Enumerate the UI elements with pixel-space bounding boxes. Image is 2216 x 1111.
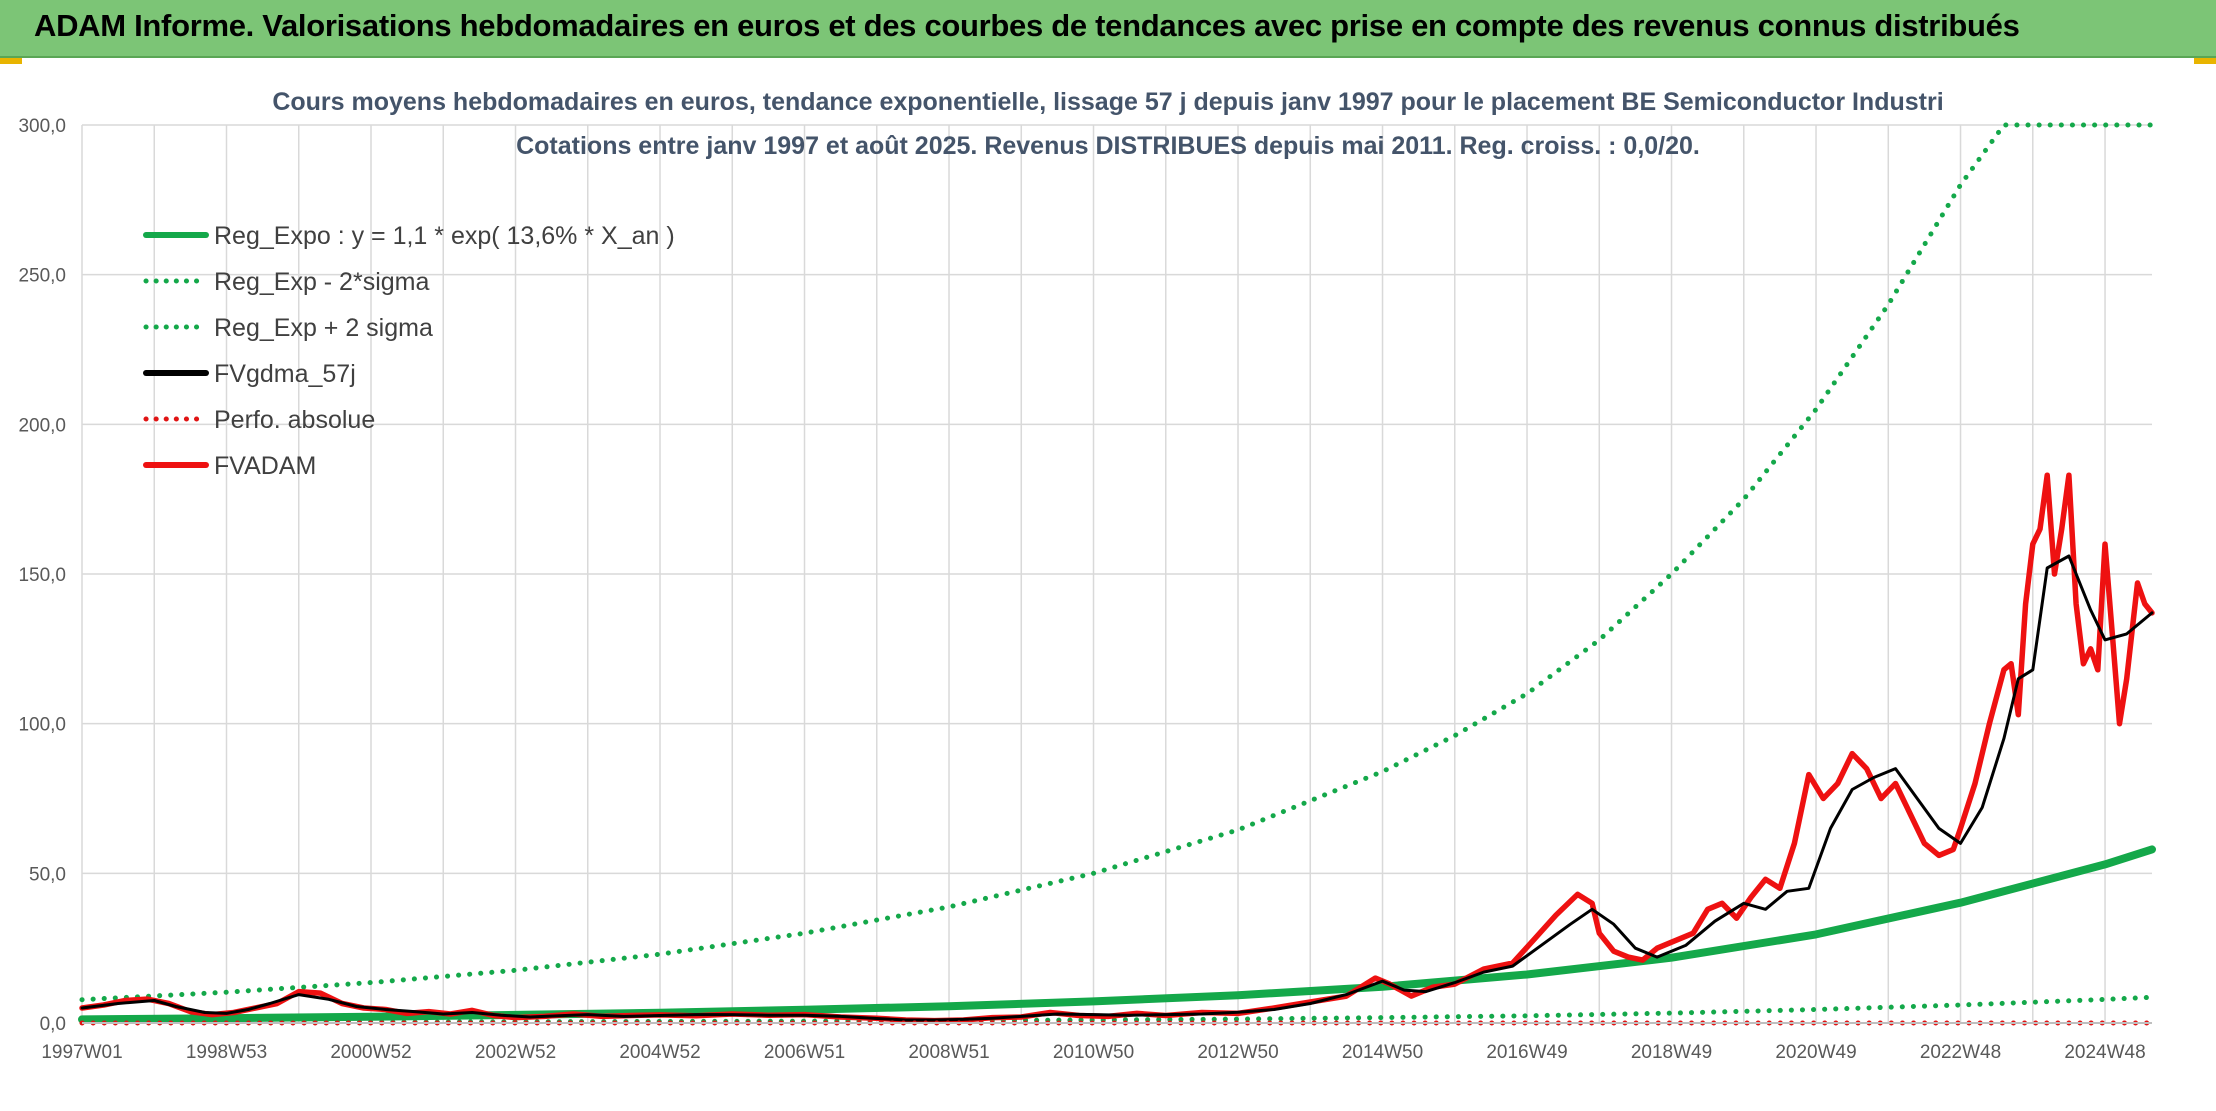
x-tick-label: 2016W49 [1486,1042,1567,1063]
x-tick-label: 2012W50 [1197,1042,1278,1063]
y-tick-label: 50,0 [29,864,66,885]
y-tick-label: 300,0 [18,116,66,137]
y-tick-label: 100,0 [18,715,66,736]
x-tick-label: 1998W53 [186,1042,267,1063]
report-header: ADAM Informe. Valorisations hebdomadaire… [0,0,2216,58]
grid-lines [81,124,2152,1024]
y-tick-label: 200,0 [18,415,66,436]
chart-area: 0,0 50,0 100,0 150,0 200,0 250,0 300,0 1997W01 1… [0,58,2216,1106]
header-corner-right [2194,58,2216,64]
legend-label: FVADAM [214,452,316,480]
x-tick-label: 2004W52 [619,1042,700,1063]
series-line-5 [79,472,2155,1024]
trend-chart: 0,0 50,0 100,0 150,0 200,0 250,0 300,0 1997W01 1… [18,88,2156,1063]
x-tick-label: 2000W52 [330,1042,411,1063]
x-tick-label: 2020W49 [1775,1042,1856,1063]
x-tick-label: 2002W52 [475,1042,556,1063]
series-line-3 [80,554,2154,1022]
legend: Reg_Expo : y = 1,1 * exp( 13,6% * X_an )… [143,222,675,480]
series-line-2 [79,122,2155,1003]
legend-label: Reg_Exp - 2*sigma [214,268,429,296]
axes: 0,0 50,0 100,0 150,0 200,0 250,0 300,0 1997W01 1… [18,116,2152,1063]
header-corner-left [0,58,22,64]
chart-titles: Cours moyens hebdomadaires en euros, ten… [272,88,1943,160]
legend-label: Perfo. absolue [214,406,375,434]
report-title: ADAM Informe. Valorisations hebdomadaire… [34,8,2020,43]
y-tick-label: 0,0 [40,1014,66,1035]
legend-label: Reg_Exp + 2 sigma [214,314,433,342]
legend-label: Reg_Expo : y = 1,1 * exp( 13,6% * X_an ) [214,222,675,250]
chart-subtitle: Cotations entre janv 1997 et août 2025. … [516,132,1700,160]
y-tick-label: 250,0 [18,266,66,287]
y-tick-label: 150,0 [18,565,66,586]
x-tick-label: 2018W49 [1631,1042,1712,1063]
x-tick-label: 2010W50 [1053,1042,1134,1063]
x-tick-label: 2024W48 [2064,1042,2145,1063]
x-tick-label: 2006W51 [764,1042,845,1063]
x-tick-label: 2008W51 [908,1042,989,1063]
series-line-0 [78,845,2156,1024]
chart-title: Cours moyens hebdomadaires en euros, ten… [272,88,1943,116]
legend-label: FVgdma_57j [214,360,356,388]
x-tick-label: 2022W48 [1920,1042,2001,1063]
x-tick-label: 2014W50 [1342,1042,1423,1063]
x-tick-label: 1997W01 [41,1042,122,1063]
